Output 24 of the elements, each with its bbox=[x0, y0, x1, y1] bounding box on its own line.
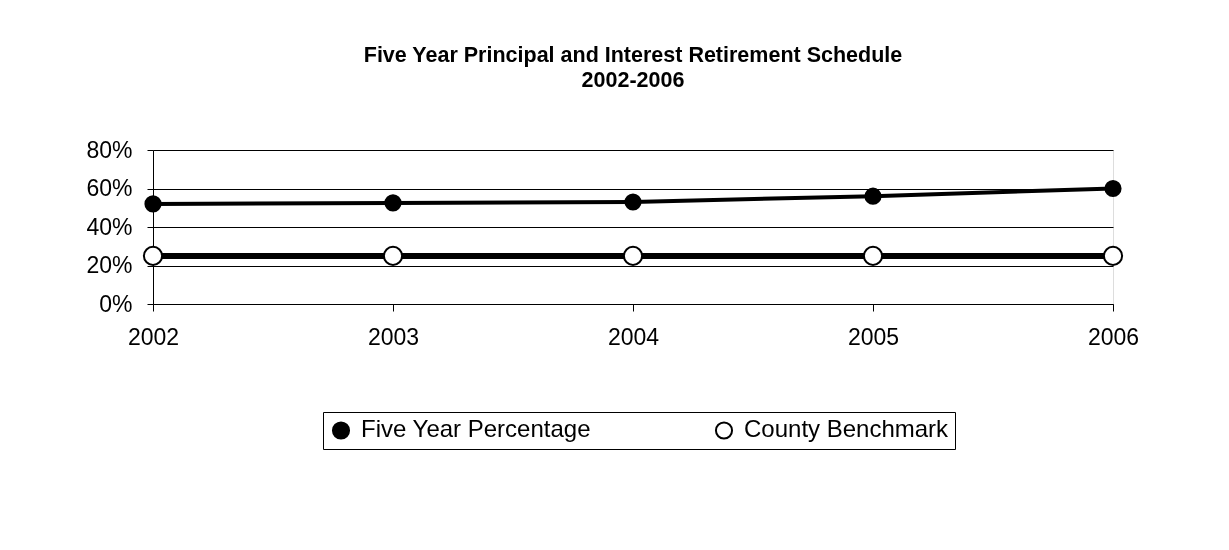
point bbox=[862, 245, 884, 266]
point bbox=[1102, 245, 1124, 266]
point bbox=[864, 187, 882, 205]
chart-subtitle: 2002-2006 bbox=[581, 67, 685, 92]
y-tick-label: 40% bbox=[86, 213, 133, 240]
point bbox=[1104, 179, 1122, 198]
point bbox=[384, 194, 402, 212]
x-tick-label: 2005 bbox=[847, 323, 900, 350]
legend-label: Five Year Percentage bbox=[361, 415, 591, 443]
x-tick-label: 2004 bbox=[607, 323, 660, 350]
point bbox=[622, 245, 644, 266]
point bbox=[382, 245, 404, 266]
x-tick-label: 2003 bbox=[367, 323, 420, 350]
y-tick-label: 80% bbox=[86, 136, 133, 163]
legend-label: County Benchmark bbox=[744, 415, 950, 443]
y-tick-label: 20% bbox=[86, 252, 133, 278]
x-tick-label: 2002 bbox=[127, 323, 180, 350]
point bbox=[624, 193, 642, 211]
x-tick-label: 2006 bbox=[1087, 323, 1140, 350]
y-tick-label: 0% bbox=[99, 290, 133, 317]
chart-title: Five Year Principal and Interest Retirement Schedule bbox=[363, 43, 903, 67]
y-tick-label: 60% bbox=[86, 175, 133, 201]
point bbox=[144, 195, 162, 213]
point bbox=[142, 245, 164, 266]
